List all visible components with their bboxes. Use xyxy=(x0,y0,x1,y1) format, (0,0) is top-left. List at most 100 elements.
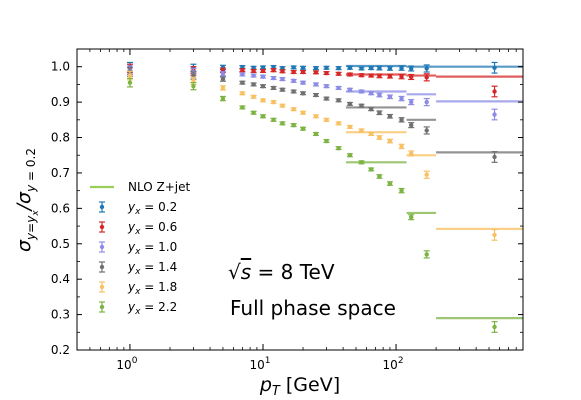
data-point-2-20 xyxy=(423,97,430,107)
data-point-5-9 xyxy=(300,126,307,131)
data-point-2-21 xyxy=(491,108,498,121)
x-axis-unit: [GeV] xyxy=(280,374,340,396)
marker xyxy=(387,94,393,100)
data-point-2-12 xyxy=(335,85,342,91)
marker xyxy=(291,65,296,70)
marker xyxy=(300,65,306,70)
data-point-4-13 xyxy=(346,124,353,130)
x-tick-label: 101 xyxy=(249,356,270,372)
data-point-1-10 xyxy=(312,70,319,75)
marker xyxy=(347,153,353,158)
marker xyxy=(271,75,276,81)
data-point-3-13 xyxy=(346,101,353,107)
data-point-0-20 xyxy=(423,64,430,73)
marker xyxy=(387,181,393,186)
marker xyxy=(324,96,329,101)
marker xyxy=(359,66,364,71)
data-point-4-12 xyxy=(335,121,342,126)
marker xyxy=(368,167,374,172)
marker xyxy=(271,99,276,105)
data-point-0-18 xyxy=(398,65,405,71)
y-tick-label: 0.7 xyxy=(51,166,70,180)
data-point-1-19 xyxy=(408,73,415,81)
marker xyxy=(260,68,266,74)
data-point-4-21 xyxy=(491,229,498,241)
data-point-2-16 xyxy=(376,92,383,98)
data-point-4-10 xyxy=(312,114,319,119)
annotation-s: s xyxy=(241,260,251,284)
marker xyxy=(220,71,226,76)
data-point-1-15 xyxy=(368,73,375,78)
marker xyxy=(336,98,341,103)
data-point-5-0 xyxy=(126,77,133,88)
marker xyxy=(324,70,329,76)
legend-marker xyxy=(99,284,105,290)
annotation-energy: √s = 8 TeV xyxy=(228,260,335,284)
marker xyxy=(324,65,329,70)
legend-label-value: = 0.2 xyxy=(140,200,177,214)
data-point-4-6 xyxy=(270,99,277,105)
y-tick-label: 0.4 xyxy=(51,272,70,286)
marker xyxy=(240,68,245,73)
legend-label-value: = 2.2 xyxy=(140,300,177,314)
marker xyxy=(251,94,256,100)
marker xyxy=(280,103,285,108)
data-point-0-16 xyxy=(376,65,383,71)
marker xyxy=(251,65,256,70)
data-point-1-6 xyxy=(270,68,277,73)
y-axis-part-8: = 0.2 xyxy=(24,148,38,185)
legend-label-subscript: x xyxy=(134,267,141,277)
marker xyxy=(399,144,404,149)
y-axis-part-6: σ xyxy=(13,191,35,204)
marker xyxy=(387,74,393,79)
marker xyxy=(492,324,497,330)
data-point-4-18 xyxy=(398,143,405,150)
marker xyxy=(291,69,296,75)
data-point-2-11 xyxy=(323,83,330,89)
legend-label-value: = 1.0 xyxy=(140,240,177,254)
data-point-3-3 xyxy=(239,80,246,85)
y-axis-title: σy=yx/σy = 0.2 xyxy=(13,148,41,252)
data-point-3-19 xyxy=(408,122,415,129)
marker xyxy=(377,110,382,115)
data-point-5-2 xyxy=(219,95,226,102)
marker xyxy=(251,73,256,78)
marker xyxy=(399,117,404,123)
marker xyxy=(387,114,393,119)
marker xyxy=(347,101,353,107)
data-point-0-14 xyxy=(358,66,365,71)
data-point-5-18 xyxy=(398,187,405,194)
data-point-5-17 xyxy=(386,181,393,186)
data-point-1-4 xyxy=(250,68,257,74)
annotation-phase-space: Full phase space xyxy=(230,296,396,320)
data-point-2-10 xyxy=(312,82,319,87)
data-point-2-9 xyxy=(300,80,307,85)
data-point-5-16 xyxy=(376,174,383,179)
data-point-1-8 xyxy=(290,69,297,75)
legend-label-symbol: y xyxy=(127,240,136,254)
data-point-4-14 xyxy=(358,128,365,133)
marker xyxy=(260,98,266,103)
marker xyxy=(280,76,285,82)
data-point-2-6 xyxy=(270,75,277,81)
data-point-3-11 xyxy=(323,96,330,101)
data-point-2-7 xyxy=(279,76,286,82)
legend-label-symbol: y xyxy=(127,280,136,294)
data-point-0-12 xyxy=(335,65,342,71)
marker xyxy=(251,68,256,74)
data-point-3-6 xyxy=(270,85,277,91)
data-point-0-10 xyxy=(312,65,319,71)
marker xyxy=(336,65,341,71)
marker xyxy=(409,122,414,128)
marker xyxy=(492,232,497,238)
y-tick-label: 0.2 xyxy=(51,343,70,357)
data-point-3-14 xyxy=(358,103,365,108)
data-point-5-5 xyxy=(259,114,266,119)
marker xyxy=(368,91,374,96)
data-point-2-13 xyxy=(346,87,353,92)
data-point-1-14 xyxy=(358,73,365,78)
data-point-4-19 xyxy=(408,150,415,157)
marker xyxy=(492,65,497,70)
